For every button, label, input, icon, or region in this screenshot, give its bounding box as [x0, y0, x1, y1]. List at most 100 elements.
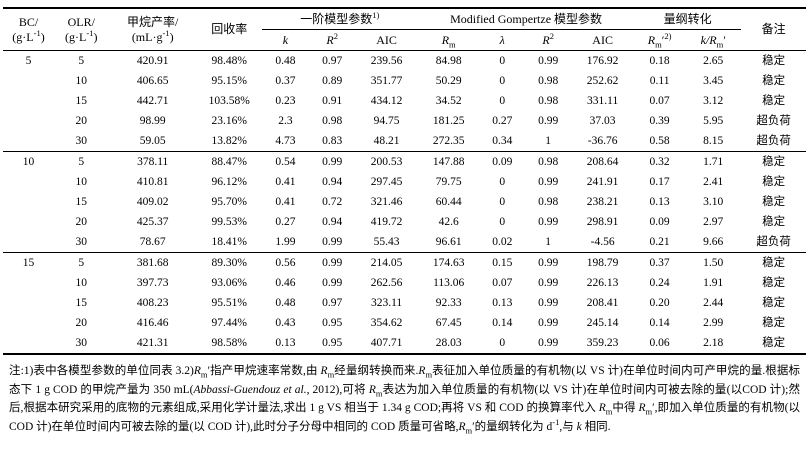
cell: 214.05: [355, 252, 419, 273]
group-header-dimension: 量纲转化: [634, 8, 742, 30]
footnote-segment: , 2012),可将: [306, 383, 369, 396]
cell: 262.56: [370, 276, 403, 289]
cell: 20: [75, 215, 88, 228]
cell: 67.45: [435, 316, 462, 329]
cell: 198.79: [571, 252, 635, 273]
cell: 3.10: [703, 195, 724, 208]
cell: 0.99: [322, 235, 343, 248]
cell: 0.27: [492, 114, 513, 127]
cell: 410.81: [136, 175, 169, 188]
col-header-bc: BC/ (g·L-1): [3, 8, 55, 51]
header-row-1: BC/ (g·L-1) OLR/ (g·L-1) 甲烷产率/ (mL·g-1) …: [3, 8, 806, 51]
cell: 3.12: [703, 94, 724, 107]
cell: 0.98: [538, 74, 559, 87]
cell: 0: [499, 74, 506, 87]
rm-prime-mark: ′: [661, 32, 665, 47]
cell: 2.44: [703, 296, 724, 309]
footnote-segment: 经量纲转换而来.: [334, 365, 419, 377]
r-label: R: [326, 32, 334, 47]
cell: 18.41%: [211, 235, 247, 248]
cell: 稳定: [741, 252, 806, 273]
cell: [3, 333, 54, 354]
cell: 416.46: [136, 316, 169, 329]
cell: 0.06: [649, 336, 670, 349]
cell: 2.41: [703, 175, 724, 188]
cell: 1.71: [685, 151, 742, 172]
cell: 208.64: [571, 151, 635, 172]
footnote-segment: 中得: [612, 402, 639, 415]
rm-base: R: [441, 32, 450, 47]
footnote-segment: Abbassi-Guendouz et al.: [193, 383, 307, 396]
table-row: 15 408.23 95.51% 0.48 0.97 323.11 92.33 0.13 0.9…: [3, 293, 806, 313]
cell: 1.99: [275, 235, 296, 248]
cell: 0.24: [649, 276, 670, 289]
cell: 2.99: [703, 316, 724, 329]
cell: 20: [75, 114, 88, 127]
first-order-label: 一阶模型参数: [300, 11, 373, 26]
cell: -36.76: [587, 134, 618, 147]
cell: 稳定: [741, 151, 806, 172]
cell: 0.14: [492, 316, 513, 329]
cell: 98.58%: [211, 336, 247, 349]
table-row: 15 409.02 95.70% 0.41 0.72 321.46 60.44 0 0.98 23…: [3, 192, 806, 212]
cell: 15: [75, 94, 88, 107]
cell: 1: [545, 134, 552, 147]
cell: 稳定: [762, 175, 786, 188]
cell: 9.66: [703, 235, 724, 248]
cell: 95.51%: [211, 296, 247, 309]
cell: [3, 232, 54, 253]
col-header-lambda: λ: [479, 29, 526, 51]
cell: [3, 313, 54, 333]
first-order-note-sup: 1): [372, 9, 380, 20]
cell: 0: [499, 215, 506, 228]
cell: 30: [75, 336, 88, 349]
cell: 0.99: [309, 151, 356, 172]
olr-unit-sup: -1: [86, 27, 94, 38]
footnote-segment: R: [598, 402, 606, 415]
cell: 0.41: [275, 175, 296, 188]
cell: [3, 131, 54, 152]
r-label-2: R: [542, 32, 550, 47]
cell: 34.52: [435, 94, 462, 107]
footnote-segment: R: [638, 402, 646, 415]
cell: 200.53: [355, 151, 419, 172]
col-header-rm-prime: Rm′2): [634, 29, 686, 51]
cell: [3, 71, 54, 91]
cell: 10: [75, 276, 88, 289]
cell: 96.12%: [211, 175, 247, 188]
cell: 30: [75, 235, 88, 248]
footnote-segment: k: [576, 420, 582, 433]
cell: 0.91: [322, 94, 343, 107]
cell: 0: [499, 336, 506, 349]
cell: 超负荷: [756, 235, 791, 248]
table-row: 15 442.71 103.58% 0.23 0.91 434.12 34.52 0 0.98 3…: [3, 91, 806, 111]
col-header-olr: OLR/ (g·L-1): [54, 8, 109, 51]
rm-sub: m: [449, 38, 456, 49]
cell: 0.99: [538, 114, 559, 127]
cell: 245.14: [586, 316, 619, 329]
footnote-segment: R: [418, 365, 426, 377]
r2-sup: 2: [333, 30, 338, 41]
cell: 0.39: [649, 114, 670, 127]
cell: 0.07: [492, 276, 513, 289]
cell: 稳定: [762, 276, 786, 289]
bc-unit-sup: -1: [33, 27, 41, 38]
cell: 5: [25, 54, 32, 67]
cell: 378.11: [108, 151, 197, 172]
bc-unit: (g·L: [12, 29, 34, 44]
col-header-aic-gompertz: AIC: [571, 29, 635, 51]
lambda-label: λ: [499, 32, 505, 47]
cell: 409.02: [136, 195, 169, 208]
cell: 10: [75, 175, 88, 188]
cell: 0.94: [322, 175, 343, 188]
cell: 241.91: [586, 175, 619, 188]
cell: 15: [3, 252, 55, 273]
cell: 5: [78, 54, 85, 67]
k-over-rm-sub: m: [716, 38, 724, 49]
cell: 0.14: [649, 316, 670, 329]
cell: 89.30%: [196, 252, 262, 273]
cell: 0.54: [261, 151, 310, 172]
rm-prime-sub: m: [655, 38, 662, 49]
model-parameters-table: BC/ (g·L-1) OLR/ (g·L-1) 甲烷产率/ (mL·g-1) …: [3, 7, 806, 355]
footnote-segment: m: [645, 406, 653, 417]
